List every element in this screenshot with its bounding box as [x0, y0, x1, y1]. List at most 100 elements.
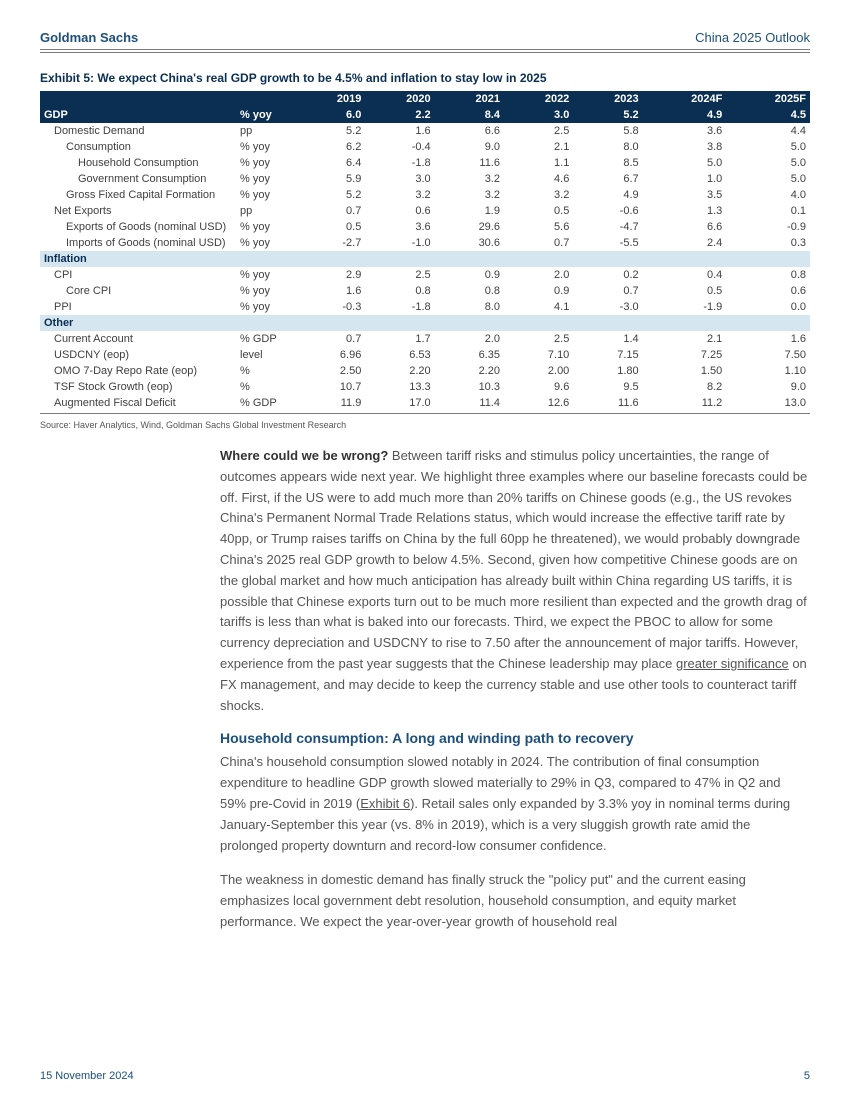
table-row: USDCNY (eop)level6.966.536.357.107.157.2…	[40, 347, 810, 363]
row-unit: %	[236, 363, 296, 379]
row-label: USDCNY (eop)	[40, 347, 236, 363]
cell: 2.20	[365, 363, 434, 379]
cell: 0.1	[726, 203, 810, 219]
cell: 3.6	[365, 219, 434, 235]
cell: 2.9	[296, 267, 365, 283]
cell: 8.0	[435, 299, 504, 315]
cell: 6.2	[296, 139, 365, 155]
row-unit: % yoy	[236, 299, 296, 315]
cell: 1.3	[643, 203, 727, 219]
paragraph: Where could we be wrong? Between tariff …	[220, 446, 810, 716]
cell: -0.9	[726, 219, 810, 235]
row-unit: % yoy	[236, 219, 296, 235]
row-unit: % GDP	[236, 395, 296, 411]
row-unit: level	[236, 347, 296, 363]
cell: 5.2	[296, 187, 365, 203]
cell: 3.8	[643, 139, 727, 155]
cell: 13.3	[365, 379, 434, 395]
cell: 3.2	[435, 187, 504, 203]
cell: 3.2	[435, 171, 504, 187]
cell: 1.4	[573, 331, 642, 347]
link-text[interactable]: Exhibit 6	[360, 796, 410, 811]
year-col: 2020	[365, 91, 434, 107]
table-row: Net Exportspp0.70.61.90.5-0.61.30.1	[40, 203, 810, 219]
cell: 5.6	[504, 219, 573, 235]
table-row: Core CPI% yoy1.60.80.80.90.70.50.6	[40, 283, 810, 299]
year-col: 2024F	[643, 91, 727, 107]
cell: 9.5	[573, 379, 642, 395]
cell: 29.6	[435, 219, 504, 235]
cell: -0.4	[365, 139, 434, 155]
cell: 0.7	[573, 283, 642, 299]
cell: 0.2	[573, 267, 642, 283]
cell: 4.0	[726, 187, 810, 203]
section-heading: Household consumption: A long and windin…	[220, 730, 810, 746]
header-rule	[40, 52, 810, 53]
cell: 2.5	[504, 331, 573, 347]
cell: -1.8	[365, 299, 434, 315]
link-text[interactable]: greater significance	[676, 656, 789, 671]
cell: 4.1	[504, 299, 573, 315]
row-label: Current Account	[40, 331, 236, 347]
cell: 6.6	[643, 219, 727, 235]
cell: 0.7	[296, 331, 365, 347]
cell: 5.0	[726, 139, 810, 155]
row-label: Imports of Goods (nominal USD)	[40, 235, 236, 251]
footer-page: 5	[804, 1070, 810, 1082]
cell: -1.8	[365, 155, 434, 171]
page-header: Goldman Sachs China 2025 Outlook	[40, 30, 810, 50]
exhibit-title: Exhibit 5: We expect China's real GDP gr…	[40, 71, 810, 85]
cell: 5.2	[296, 123, 365, 139]
table-row: Consumption% yoy6.2-0.49.02.18.03.85.0	[40, 139, 810, 155]
row-unit: pp	[236, 203, 296, 219]
row-unit: %	[236, 379, 296, 395]
cell: -1.0	[365, 235, 434, 251]
cell: 6.96	[296, 347, 365, 363]
cell: 1.10	[726, 363, 810, 379]
table-row: Augmented Fiscal Deficit% GDP11.917.011.…	[40, 395, 810, 411]
cell: 4.4	[726, 123, 810, 139]
table-row: TSF Stock Growth (eop)%10.713.310.39.69.…	[40, 379, 810, 395]
cell: 6.6	[435, 123, 504, 139]
cell: 0.0	[726, 299, 810, 315]
brand: Goldman Sachs	[40, 30, 138, 45]
cell: -5.5	[573, 235, 642, 251]
cell: 4.6	[504, 171, 573, 187]
other-section: Other	[40, 315, 810, 331]
cell: 0.6	[726, 283, 810, 299]
table-row: OMO 7-Day Repo Rate (eop)%2.502.202.202.…	[40, 363, 810, 379]
cell: 5.9	[296, 171, 365, 187]
cell: 7.50	[726, 347, 810, 363]
cell: 1.1	[504, 155, 573, 171]
cell: 11.9	[296, 395, 365, 411]
cell: 0.9	[435, 267, 504, 283]
cell: 1.50	[643, 363, 727, 379]
cell: 12.6	[504, 395, 573, 411]
row-label: Net Exports	[40, 203, 236, 219]
cell: -4.7	[573, 219, 642, 235]
row-unit: % yoy	[236, 267, 296, 283]
source-note: Source: Haver Analytics, Wind, Goldman S…	[40, 420, 810, 430]
cell: 0.5	[504, 203, 573, 219]
row-unit: % yoy	[236, 283, 296, 299]
cell: 0.8	[435, 283, 504, 299]
cell: 1.80	[573, 363, 642, 379]
cell: 9.0	[726, 379, 810, 395]
row-label: Augmented Fiscal Deficit	[40, 395, 236, 411]
table-row: Exports of Goods (nominal USD)% yoy0.53.…	[40, 219, 810, 235]
cell: 8.0	[573, 139, 642, 155]
table-row: Household Consumption% yoy6.4-1.811.61.1…	[40, 155, 810, 171]
cell: 2.5	[504, 123, 573, 139]
cell: 6.35	[435, 347, 504, 363]
cell: 7.15	[573, 347, 642, 363]
cell: 1.6	[365, 123, 434, 139]
row-label: Household Consumption	[40, 155, 236, 171]
cell: 2.1	[643, 331, 727, 347]
row-label: PPI	[40, 299, 236, 315]
cell: -2.7	[296, 235, 365, 251]
cell: 0.5	[643, 283, 727, 299]
cell: 5.0	[726, 155, 810, 171]
cell: 6.53	[365, 347, 434, 363]
cell: 2.0	[504, 267, 573, 283]
cell: 2.0	[435, 331, 504, 347]
